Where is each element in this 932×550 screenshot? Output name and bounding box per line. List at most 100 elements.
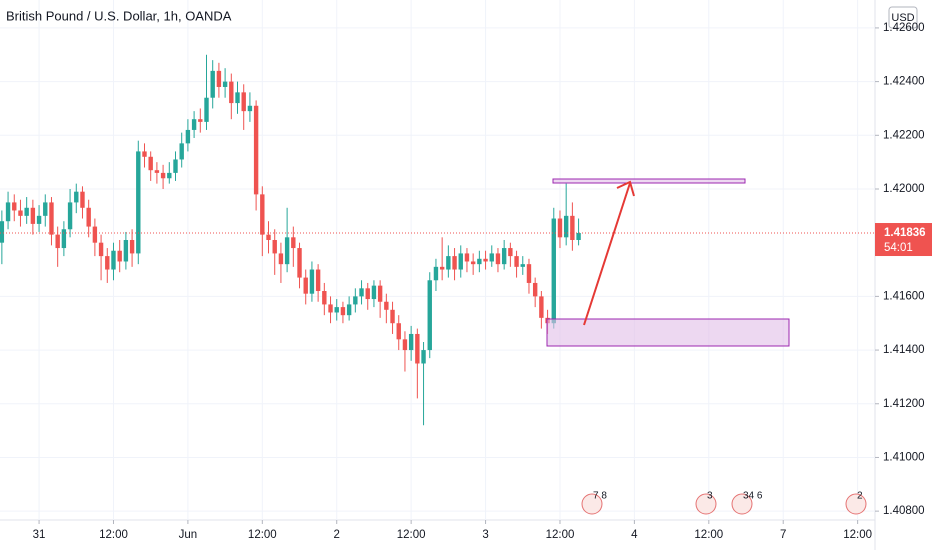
arrow-line[interactable] <box>583 182 631 326</box>
candle-body <box>359 288 364 297</box>
candle-body <box>532 282 538 297</box>
candle-body <box>495 253 501 265</box>
candle-body <box>185 129 191 144</box>
candle-body <box>309 269 315 294</box>
candle-body <box>272 240 277 254</box>
candle-body <box>464 253 470 262</box>
candle-body <box>36 215 42 224</box>
event-count: 2 <box>857 491 863 502</box>
currency-label: USD <box>891 12 914 24</box>
candle-body <box>43 202 48 216</box>
candle-body <box>278 253 284 265</box>
candle-body <box>253 105 259 195</box>
y-tick-label: 1.42000 <box>883 183 925 195</box>
y-tick-label: 1.41400 <box>883 344 925 356</box>
candle-body <box>123 240 129 262</box>
candle-body <box>111 250 116 270</box>
candle-body <box>198 119 203 122</box>
candle-body <box>427 280 432 351</box>
candle-body <box>74 191 79 203</box>
last-price-box <box>875 223 932 257</box>
candle-body <box>446 256 451 270</box>
candle-body <box>377 285 383 302</box>
x-tick-label: 12:00 <box>397 529 426 541</box>
candle-body <box>458 253 463 270</box>
candle-body <box>210 70 215 98</box>
candle-body <box>402 339 408 351</box>
candle-body <box>551 218 556 324</box>
candle-body <box>24 207 29 216</box>
x-tick-label: 4 <box>631 529 638 541</box>
demand-zone[interactable] <box>546 318 790 347</box>
x-tick-label: 12:00 <box>843 529 872 541</box>
candle-body <box>266 234 271 240</box>
candle-body <box>98 242 104 257</box>
candle-body <box>508 248 513 257</box>
candle-body <box>384 301 389 310</box>
candle-body <box>229 81 234 104</box>
candle-body <box>167 172 172 179</box>
candle-body <box>322 291 327 305</box>
y-tick-label: 1.41200 <box>883 398 925 410</box>
candle-body <box>291 237 296 249</box>
y-tick-label: 1.41000 <box>883 451 925 463</box>
candle-body <box>477 258 482 265</box>
resistance-zone[interactable] <box>552 178 746 184</box>
candle-body <box>421 350 426 364</box>
candle-body <box>5 202 11 222</box>
x-tick-label: 2 <box>334 529 340 541</box>
candle-body <box>142 151 147 157</box>
event-icon[interactable] <box>581 493 603 515</box>
event-icon[interactable] <box>845 493 867 515</box>
candle-body <box>415 333 420 364</box>
x-tick-label: 31 <box>33 529 46 541</box>
candle-body <box>340 307 346 316</box>
candle-body <box>191 119 197 130</box>
candle-body <box>297 248 302 278</box>
candle-body <box>117 250 122 262</box>
event-count: 3 <box>707 491 713 502</box>
candle-body <box>520 264 525 267</box>
candle-body <box>439 266 445 270</box>
candle-body <box>284 237 290 265</box>
candle-body <box>452 256 457 270</box>
currency-box[interactable] <box>888 6 918 29</box>
event-icon[interactable] <box>695 493 717 515</box>
candle-body <box>92 226 98 243</box>
event-count: 7 8 <box>593 491 607 502</box>
candle-body <box>353 296 358 305</box>
candle-body <box>86 207 91 227</box>
candle-body <box>129 240 135 254</box>
candle-body <box>346 304 352 316</box>
candle-body <box>154 170 160 173</box>
candle-body <box>0 221 5 243</box>
x-tick-label: 12:00 <box>248 529 277 541</box>
candle-body <box>55 234 60 249</box>
candle-body <box>483 258 488 262</box>
candle-body <box>526 264 532 283</box>
candle-body <box>557 218 563 238</box>
candle-body <box>160 172 166 179</box>
candle-body <box>179 143 184 160</box>
last-price-label: 1.41836 <box>884 227 926 239</box>
candle-body <box>371 285 377 300</box>
x-tick-label: 3 <box>482 529 488 541</box>
x-tick-label: 12:00 <box>694 529 723 541</box>
candle-body <box>539 296 544 318</box>
y-tick-label: 1.42600 <box>883 22 925 34</box>
candle-body <box>303 277 308 294</box>
arrow-head <box>616 180 635 197</box>
candle-body <box>61 229 67 249</box>
candle-body <box>328 304 333 313</box>
countdown-label: 54:01 <box>884 242 913 254</box>
candle-body <box>136 151 141 254</box>
candle-body <box>570 215 575 240</box>
candle-body <box>260 194 265 235</box>
x-tick-label: 12:00 <box>99 529 128 541</box>
event-icon[interactable] <box>731 493 753 515</box>
candle-body <box>49 202 54 235</box>
candle-body <box>365 288 370 300</box>
candle-body <box>18 210 23 216</box>
candle-body <box>105 256 110 270</box>
